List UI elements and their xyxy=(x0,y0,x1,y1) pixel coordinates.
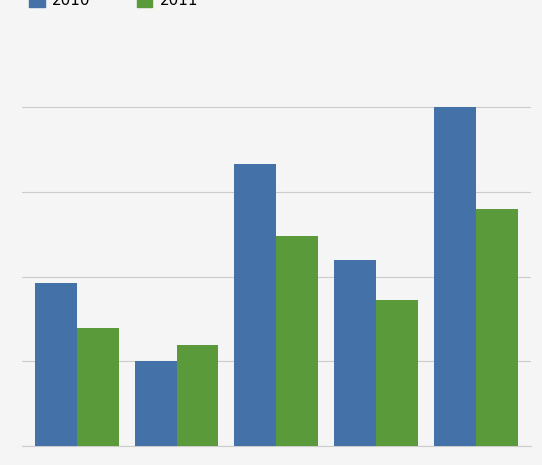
Bar xyxy=(476,209,518,446)
Bar xyxy=(334,259,376,446)
Bar xyxy=(376,300,418,446)
Bar xyxy=(276,236,318,446)
Bar xyxy=(76,327,119,446)
Bar xyxy=(235,165,276,446)
Legend: 2010, 2011: 2010, 2011 xyxy=(29,0,198,8)
Bar xyxy=(35,283,76,446)
Bar xyxy=(434,107,476,446)
Bar xyxy=(177,345,218,446)
Bar xyxy=(134,361,177,446)
